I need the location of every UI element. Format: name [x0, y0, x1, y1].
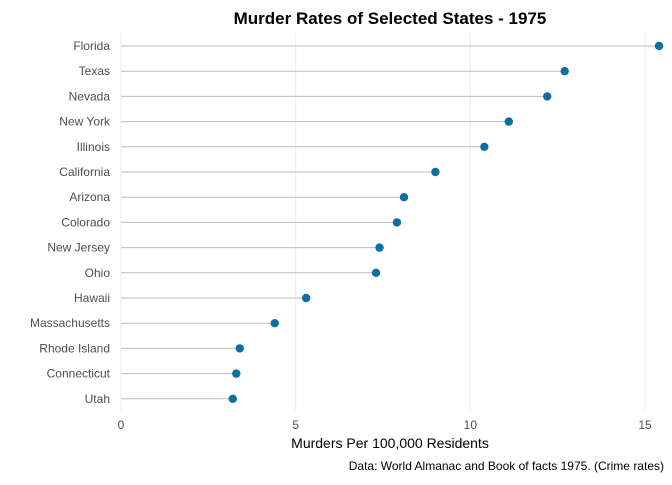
x-axis-title: Murders Per 100,000 Residents: [291, 435, 489, 451]
y-tick-label: Arizona: [69, 190, 110, 204]
y-tick-label: Colorado: [61, 215, 110, 229]
stems: [121, 45, 659, 400]
y-tick-label: Texas: [79, 64, 110, 78]
y-tick-label: Hawaii: [74, 291, 110, 305]
data-point: [392, 218, 402, 227]
x-tick-label: 0: [118, 418, 125, 432]
y-tick-label: Rhode Island: [39, 341, 110, 355]
chart-title: Murder Rates of Selected States - 1975: [234, 9, 547, 28]
data-point: [560, 67, 569, 76]
y-tick-label: Nevada: [69, 89, 111, 103]
data-point: [431, 167, 440, 177]
x-tick-label: 10: [464, 418, 478, 432]
x-tick-label: 5: [292, 418, 299, 432]
y-tick-label: Massachusetts: [30, 316, 110, 330]
data-point: [480, 142, 489, 151]
y-tick-label: California: [59, 165, 110, 179]
data-point: [543, 92, 552, 101]
y-tick-label: New York: [59, 115, 111, 129]
data-point: [504, 117, 513, 126]
data-point: [399, 193, 409, 202]
y-tick-label: Utah: [85, 392, 110, 406]
data-point: [654, 41, 664, 51]
data-point: [270, 319, 279, 328]
y-tick-label: New Jersey: [47, 241, 110, 255]
data-point: [235, 344, 244, 353]
data-point: [375, 243, 384, 252]
x-tick-labels: 0 5 10 15: [118, 418, 652, 432]
data-point: [371, 268, 381, 277]
y-tick-labels: Florida Texas Nevada New York Illinois Califo…: [30, 39, 111, 406]
y-tick-label: Connecticut: [47, 367, 111, 381]
y-tick-label: Ohio: [85, 266, 111, 280]
y-tick-label: Florida: [73, 39, 110, 53]
points: [228, 41, 664, 403]
data-point: [232, 369, 241, 378]
chart-caption: Data: World Almanac and Book of facts 19…: [349, 459, 664, 473]
data-point: [228, 394, 237, 403]
data-point: [301, 293, 311, 303]
y-tick-label: Illinois: [77, 140, 110, 154]
x-tick-label: 15: [638, 418, 652, 432]
